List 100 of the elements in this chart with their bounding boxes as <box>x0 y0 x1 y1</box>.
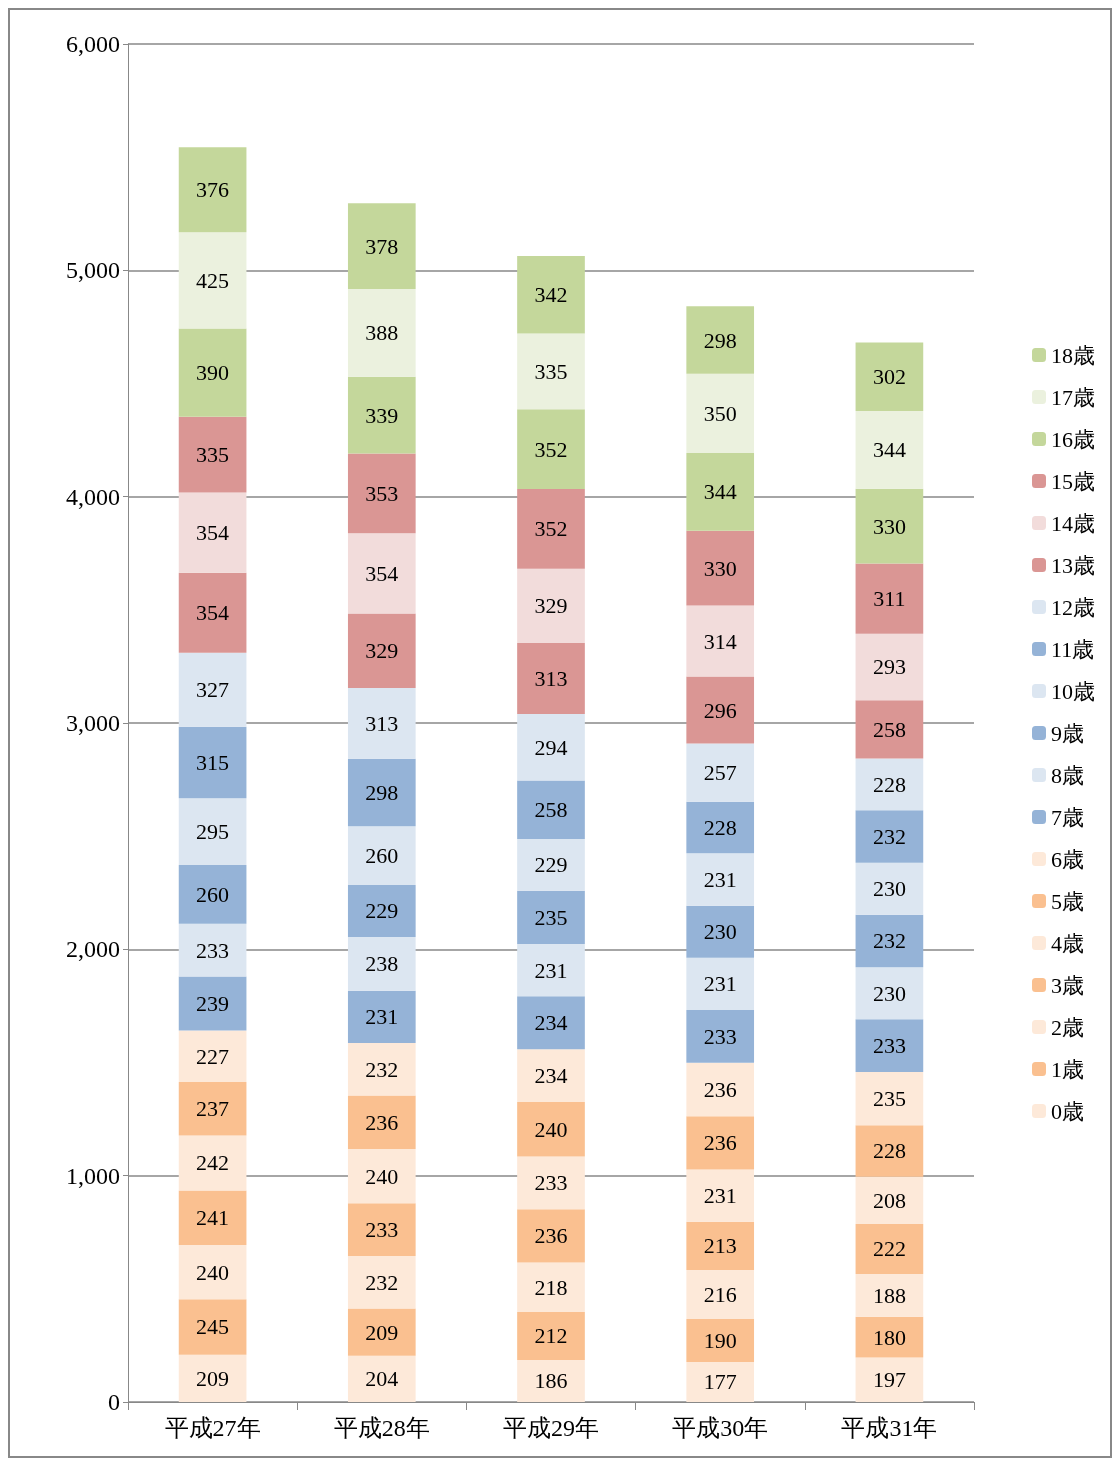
y-tick-label: 1,000 <box>66 1162 120 1189</box>
data-label: 232 <box>872 823 906 849</box>
legend-label: 7歳 <box>1051 804 1084 830</box>
bar <box>517 1102 585 1157</box>
data-label: 231 <box>534 957 568 983</box>
bar <box>178 1135 247 1191</box>
data-label: 296 <box>703 697 737 723</box>
bar <box>347 687 416 759</box>
bar <box>855 633 924 701</box>
bar <box>347 376 416 454</box>
bar <box>517 943 585 997</box>
bar <box>517 1359 585 1402</box>
data-label: 218 <box>534 1274 568 1300</box>
bar <box>178 923 247 977</box>
data-label: 339 <box>365 402 399 428</box>
data-label: 204 <box>365 1366 399 1392</box>
data-label: 354 <box>196 600 230 626</box>
bar <box>686 373 755 453</box>
data-label: 240 <box>196 1259 230 1285</box>
data-label: 342 <box>534 282 568 308</box>
bar <box>178 726 247 799</box>
data-label: 313 <box>365 710 399 736</box>
data-label: 209 <box>365 1319 399 1345</box>
data-label: 228 <box>872 771 906 797</box>
bar <box>178 1244 247 1300</box>
bar <box>686 1116 755 1170</box>
data-label: 180 <box>872 1324 906 1350</box>
x-tick-label: 平成31年 <box>841 1415 938 1441</box>
data-label: 231 <box>703 1183 737 1209</box>
bar <box>178 652 247 727</box>
data-label: 177 <box>703 1369 737 1395</box>
bar <box>517 1049 585 1103</box>
bar <box>686 1062 755 1117</box>
y-tick-label: 0 <box>108 1389 120 1415</box>
data-label: 294 <box>534 734 568 760</box>
data-label: 235 <box>872 1086 906 1112</box>
bar <box>347 1355 416 1402</box>
data-label: 344 <box>872 437 906 463</box>
bar <box>178 1030 247 1082</box>
bar <box>517 1311 585 1360</box>
data-label: 197 <box>872 1367 906 1393</box>
bar <box>178 1299 247 1355</box>
data-label: 314 <box>703 628 737 654</box>
data-label: 330 <box>872 513 906 539</box>
bar <box>347 288 416 377</box>
bar <box>686 1318 755 1362</box>
bar <box>855 1019 924 1073</box>
data-label: 228 <box>703 815 737 841</box>
bar <box>855 914 924 968</box>
data-label: 330 <box>703 555 737 581</box>
data-label: 233 <box>534 1170 568 1196</box>
bar <box>517 713 585 781</box>
data-label: 352 <box>534 436 568 462</box>
bar <box>855 1176 924 1224</box>
data-label: 230 <box>703 919 737 945</box>
bar <box>347 1043 416 1096</box>
x-tick-label: 平成28年 <box>333 1415 430 1441</box>
data-label: 233 <box>365 1217 399 1243</box>
data-label: 213 <box>703 1233 737 1259</box>
bar <box>855 967 924 1020</box>
data-label: 236 <box>534 1223 568 1249</box>
bar <box>855 810 924 863</box>
bar <box>347 1095 416 1149</box>
data-label: 236 <box>703 1130 737 1156</box>
data-label: 258 <box>872 716 906 742</box>
bar <box>178 1354 247 1402</box>
bar <box>517 1156 585 1210</box>
bar <box>686 1270 755 1319</box>
data-label: 238 <box>365 951 399 977</box>
legend-label: 18歳 <box>1051 342 1095 368</box>
legend-label: 8歳 <box>1051 762 1084 788</box>
data-label: 188 <box>872 1282 906 1308</box>
bar <box>517 780 585 839</box>
data-label: 232 <box>365 1269 399 1295</box>
bar <box>517 568 585 644</box>
data-label: 329 <box>365 638 399 664</box>
bar <box>686 676 755 744</box>
bar <box>517 1209 585 1263</box>
y-tick-label: 4,000 <box>66 483 120 510</box>
legend-label: 14歳 <box>1051 510 1095 536</box>
bar <box>517 838 585 891</box>
bar <box>855 342 924 411</box>
data-label: 234 <box>534 1010 568 1036</box>
bar <box>178 798 247 865</box>
data-label: 313 <box>534 666 568 692</box>
bar <box>686 801 755 854</box>
data-label: 242 <box>196 1150 230 1176</box>
data-label: 229 <box>365 898 399 924</box>
bar <box>517 643 585 714</box>
bar <box>178 976 247 1031</box>
data-label: 344 <box>703 479 737 505</box>
x-tick-label: 平成30年 <box>672 1415 769 1441</box>
bar <box>178 147 247 233</box>
data-label: 353 <box>365 480 399 506</box>
bar <box>855 862 924 915</box>
data-label: 245 <box>196 1314 230 1340</box>
bar <box>686 530 755 606</box>
bar <box>347 758 416 827</box>
data-label: 186 <box>534 1368 568 1394</box>
data-label: 376 <box>196 177 230 203</box>
